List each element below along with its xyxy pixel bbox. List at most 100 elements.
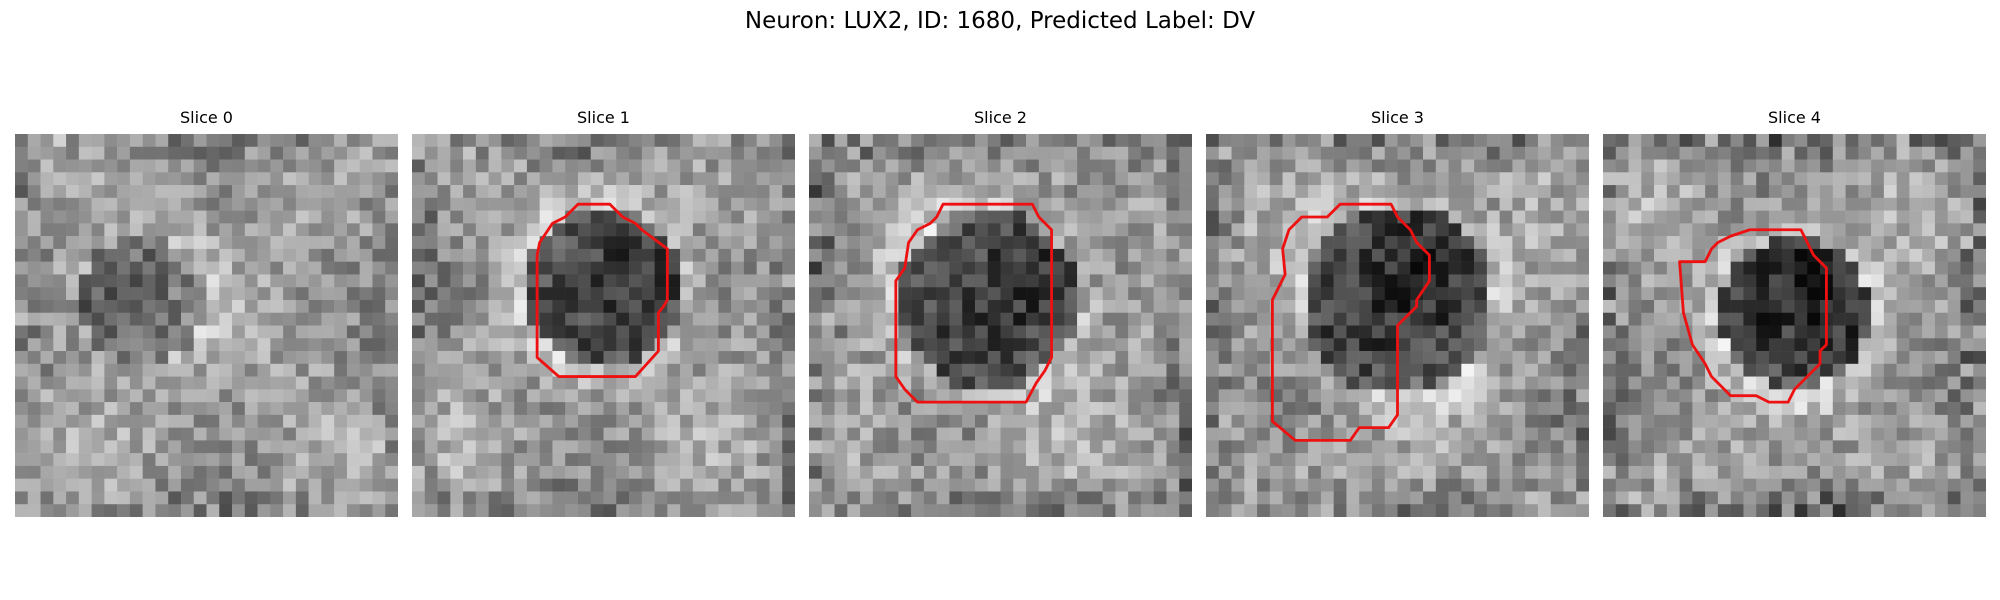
pixel — [1384, 427, 1398, 441]
pixel — [1077, 376, 1091, 390]
pixel — [718, 236, 732, 250]
pixel — [142, 427, 156, 441]
pixel — [1346, 312, 1360, 326]
pixel — [616, 402, 630, 416]
pixel — [1346, 440, 1360, 454]
pixel — [1359, 363, 1373, 377]
pixel — [66, 465, 80, 479]
pixel — [372, 134, 386, 148]
pixel — [104, 146, 118, 160]
pixel — [1140, 402, 1154, 416]
pixel — [1346, 478, 1360, 492]
pixel — [193, 299, 207, 313]
pixel — [1858, 146, 1872, 160]
pixel — [1525, 465, 1539, 479]
pixel — [987, 504, 1001, 517]
pixel — [809, 414, 823, 428]
pixel — [1743, 440, 1757, 454]
pixel — [1615, 236, 1629, 250]
pixel — [1359, 440, 1373, 454]
pixel — [219, 134, 233, 148]
pixel — [142, 172, 156, 186]
pixel — [257, 261, 271, 275]
pixel — [142, 389, 156, 403]
pixel — [346, 414, 360, 428]
pixel — [244, 453, 258, 467]
pixel — [629, 248, 643, 262]
pixel — [552, 299, 566, 313]
pixel — [1346, 402, 1360, 416]
pixel — [1000, 389, 1014, 403]
pixel — [1410, 414, 1424, 428]
pixel — [577, 134, 591, 148]
pixel — [1615, 504, 1629, 517]
pixel — [1858, 465, 1872, 479]
pixel — [1871, 453, 1885, 467]
pixel — [104, 261, 118, 275]
pixel — [129, 274, 143, 288]
pixel — [1615, 338, 1629, 352]
pixel — [1576, 146, 1589, 160]
pixel — [1038, 248, 1052, 262]
pixel — [1128, 312, 1142, 326]
pixel — [1461, 389, 1475, 403]
pixel — [1333, 172, 1347, 186]
pixel — [1794, 402, 1808, 416]
pixel — [27, 465, 41, 479]
pixel — [1512, 351, 1526, 365]
pixel — [1807, 159, 1821, 173]
pixel — [987, 261, 1001, 275]
pixel — [1705, 389, 1719, 403]
pixel — [1499, 210, 1513, 224]
pixel — [834, 414, 848, 428]
pixel — [1563, 146, 1577, 160]
pixel — [1257, 312, 1271, 326]
pixel — [1537, 491, 1551, 505]
pixel — [450, 491, 464, 505]
pixel — [539, 440, 553, 454]
pixel — [1308, 146, 1322, 160]
pixel — [898, 504, 912, 517]
pixel — [1883, 504, 1897, 517]
pixel — [1654, 287, 1668, 301]
pixel — [718, 414, 732, 428]
pixel — [1486, 274, 1500, 288]
pixel — [692, 197, 706, 211]
pixel — [911, 338, 925, 352]
pixel — [206, 159, 220, 173]
pixel — [1333, 440, 1347, 454]
pixel — [731, 389, 745, 403]
pixel — [104, 389, 118, 403]
pixel — [1140, 299, 1154, 313]
pixel — [104, 159, 118, 173]
pixel — [1973, 414, 1986, 428]
pixel — [565, 185, 579, 199]
pixel — [1308, 223, 1322, 237]
pixel — [603, 312, 617, 326]
pixel — [295, 223, 309, 237]
pixel — [1550, 363, 1564, 377]
pixel — [1206, 478, 1220, 492]
pixel — [1781, 134, 1795, 148]
pixel — [705, 210, 719, 224]
pixel — [1858, 414, 1872, 428]
pixel — [1615, 185, 1629, 199]
pixel — [1679, 465, 1693, 479]
pixel — [731, 351, 745, 365]
pixel — [1628, 299, 1642, 313]
pixel — [117, 312, 131, 326]
pixel — [1474, 389, 1488, 403]
pixel — [743, 159, 757, 173]
pixel — [1641, 402, 1655, 416]
pixel — [437, 172, 451, 186]
pixel — [1603, 491, 1617, 505]
pixel — [860, 402, 874, 416]
pixel — [629, 504, 643, 517]
pixel — [731, 185, 745, 199]
pixel — [1359, 172, 1373, 186]
pixel — [1603, 312, 1617, 326]
pixel — [1883, 465, 1897, 479]
pixel — [680, 504, 694, 517]
pixel — [1166, 299, 1180, 313]
pixel — [680, 287, 694, 301]
